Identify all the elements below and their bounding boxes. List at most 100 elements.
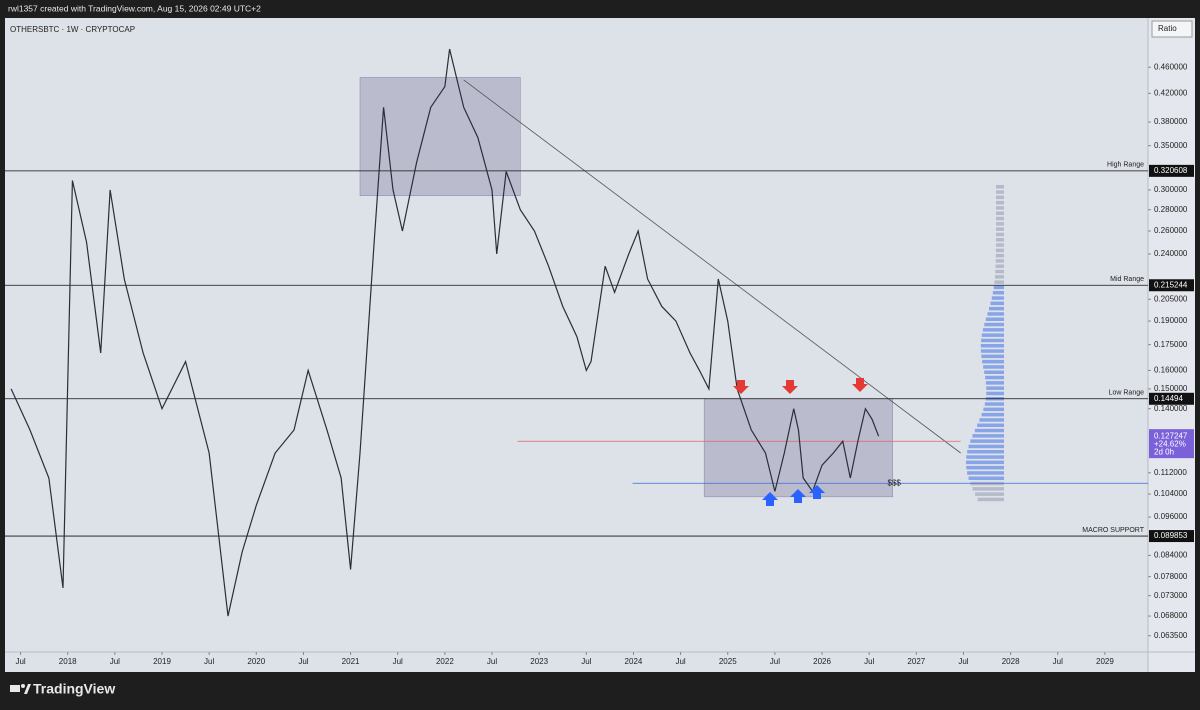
volume-profile-bar	[981, 412, 1004, 417]
level-name: Mid Range	[1110, 276, 1144, 283]
y-tick-label: 0.190000	[1154, 316, 1188, 325]
y-tick-label: 0.460000	[1154, 62, 1188, 71]
x-tick-label: 2027	[907, 657, 925, 666]
volume-profile-bar	[995, 264, 1004, 268]
volume-profile-bar	[981, 333, 1004, 337]
volume-profile-bar	[977, 497, 1004, 502]
chart-panel	[5, 18, 1195, 672]
y-tick-label: 0.104000	[1154, 489, 1188, 498]
volume-profile-bar	[995, 232, 1004, 237]
volume-profile-bar	[996, 190, 1004, 194]
y-tick-label: 0.280000	[1154, 205, 1188, 214]
last-price: 0.127247	[1154, 431, 1188, 440]
last-change: +24.62%	[1154, 439, 1186, 448]
volume-profile-bar	[990, 301, 1004, 306]
volume-profile-bar	[980, 349, 1004, 353]
level-name: Low Range	[1109, 390, 1145, 397]
y-tick-label: 0.175000	[1154, 340, 1188, 349]
volume-profile-bar	[965, 460, 1004, 465]
trendline	[463, 79, 961, 454]
scale-mode: Ratio	[1158, 24, 1177, 33]
brand: TradingView	[33, 681, 115, 697]
range-box	[359, 77, 521, 196]
tv-logo	[10, 684, 31, 694]
level-value-box	[1149, 392, 1194, 405]
y-tick-label: 0.096000	[1154, 512, 1188, 521]
volume-profile-bar	[981, 354, 1004, 359]
y-tick-label: 0.073000	[1154, 591, 1188, 600]
level-value: 0.320608	[1154, 166, 1188, 175]
volume-profile-bar	[995, 259, 1004, 263]
x-tick-label: 2029	[1096, 657, 1114, 666]
volume-profile-bar	[985, 317, 1004, 321]
x-tick-label: 2023	[530, 657, 548, 666]
x-tick-label: 2022	[436, 657, 454, 666]
volume-profile-bar	[986, 386, 1004, 390]
x-tick-label: 2028	[1002, 657, 1020, 666]
x-tick-label: Jul	[1053, 657, 1063, 666]
volume-profile-bar	[995, 243, 1004, 247]
volume-profile-bar	[972, 487, 1004, 491]
volume-profile-bar	[995, 222, 1004, 226]
y-tick-label: 0.112000	[1154, 468, 1187, 477]
red-arrow	[782, 380, 798, 394]
level-value: 0.14494	[1154, 394, 1183, 403]
logo-mark	[24, 684, 31, 694]
volume-profile-bar	[979, 418, 1004, 422]
volume-profile-bar	[967, 471, 1004, 475]
volume-profile-bar	[966, 465, 1004, 470]
volume-profile-bar	[995, 227, 1004, 231]
volume-profile-bar	[986, 391, 1004, 396]
y-tick-label: 0.420000	[1154, 88, 1188, 97]
red-arrow	[733, 380, 749, 394]
volume-profile-bar	[974, 428, 1004, 433]
volume-profile-bar	[966, 455, 1004, 459]
x-tick-label: Jul	[770, 657, 780, 666]
volume-profile-bar	[989, 306, 1004, 311]
level-value: 0.089853	[1154, 531, 1188, 540]
volume-profile-bar	[975, 492, 1004, 496]
range-box	[703, 398, 894, 498]
price-axis	[1148, 18, 1195, 672]
x-tick-label: 2020	[247, 657, 265, 666]
x-tick-label: Jul	[298, 657, 308, 666]
volume-profile-bar	[995, 195, 1004, 200]
y-tick-label: 0.068000	[1154, 611, 1188, 620]
y-tick-label: 0.078000	[1154, 572, 1188, 581]
volume-profile-bar	[994, 275, 1004, 279]
volume-profile-bar	[977, 423, 1004, 427]
volume-profile-bar	[995, 253, 1004, 258]
volume-profile-bar	[992, 291, 1004, 295]
volume-profile-bar	[995, 206, 1004, 210]
blue-arrow	[762, 492, 778, 506]
volume-profile-bar	[972, 434, 1004, 438]
level-value-box	[1149, 530, 1194, 543]
volume-profile-bar	[970, 439, 1004, 443]
volume-profile-bar	[984, 402, 1004, 406]
volume-profile-bar	[996, 185, 1004, 189]
y-tick-label: 0.205000	[1154, 294, 1188, 303]
volume-profile-bar	[995, 238, 1004, 242]
level-value: 0.215244	[1154, 280, 1188, 289]
countdown: 2d 0h	[1154, 447, 1174, 456]
price-line	[10, 48, 880, 617]
level-name: High Range	[1107, 162, 1144, 169]
scale-mode-button[interactable]	[1151, 20, 1193, 38]
x-tick-label: Jul	[487, 657, 497, 666]
volume-profile-bar	[980, 344, 1004, 348]
x-tick-label: 2021	[342, 657, 360, 666]
x-tick-label: 2018	[59, 657, 77, 666]
y-tick-label: 0.063500	[1154, 631, 1188, 640]
volume-profile-bar	[995, 200, 1004, 205]
x-tick-label: 2026	[813, 657, 831, 666]
logo-mark	[10, 685, 20, 692]
blue-arrow	[809, 485, 825, 499]
red-arrow	[852, 378, 868, 392]
volume-profile-bar	[994, 280, 1004, 284]
y-tick-label: 0.350000	[1154, 141, 1188, 150]
volume-profile-bar	[982, 328, 1004, 332]
volume-profile-bar	[995, 248, 1004, 253]
x-tick-label: Jul	[393, 657, 403, 666]
